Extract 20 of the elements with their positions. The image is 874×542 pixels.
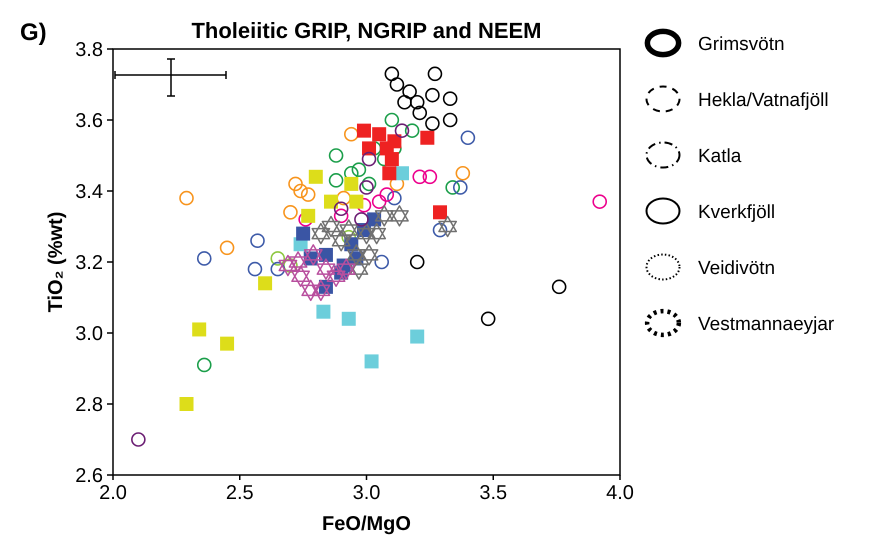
text: Grimsvötn [698,34,785,55]
x-tick-label: 3.0 [352,482,380,504]
text: Vestmannaeyjar [698,314,835,335]
x-tick-label: 3.5 [479,482,508,504]
text: G) [20,19,47,46]
chart-title: Tholeiitic GRIP, NGRIP and NEEM [191,18,542,43]
text: Katla [698,146,742,167]
y-tick-label: 3.4 [75,181,103,203]
x-tick-label: 4.0 [606,482,634,504]
text: Veidivötn [698,258,776,279]
y-tick-label: 3.2 [75,252,103,274]
y-tick-label: 3.0 [75,323,103,345]
y-tick-label: 2.8 [75,394,103,416]
text: Kverkfjöll [698,202,776,223]
y-tick-label: 3.8 [75,39,103,61]
x-tick-label: 2.5 [226,482,254,504]
y-axis-title: TiO₂ (%wt) [45,212,67,312]
x-axis-title: FeO/MgO [322,513,411,535]
text: Hekla/Vatnafjöll [698,90,829,111]
y-tick-label: 3.6 [75,110,103,132]
